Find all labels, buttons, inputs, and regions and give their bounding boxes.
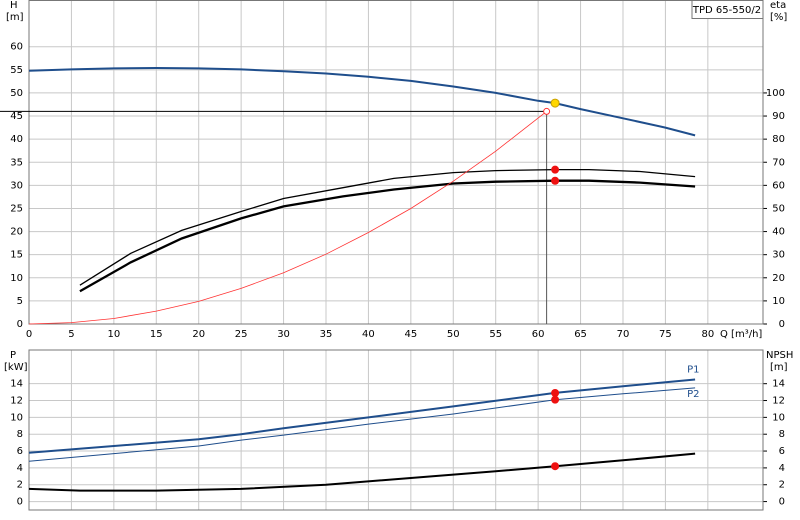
x-tick-label: 30: [277, 329, 290, 340]
y2-tick-label: 6: [779, 446, 785, 457]
y2-tick-label: 4: [779, 463, 785, 474]
y2-tick-label: 0: [779, 497, 785, 508]
x-tick-label: 20: [192, 329, 205, 340]
marker: [551, 388, 560, 397]
y-tick-label: 25: [10, 203, 23, 214]
y-axis-unit: [kW]: [4, 362, 28, 373]
curve: [28, 66, 696, 137]
y-axis-label: P: [10, 350, 16, 361]
series-label: P2: [687, 389, 699, 400]
y2-tick-label: 70: [772, 157, 785, 168]
x-tick-label: 65: [574, 329, 587, 340]
y-tick-label: 20: [10, 227, 23, 238]
y2-tick-label: 80: [772, 134, 785, 145]
x-tick-label: 15: [150, 329, 163, 340]
y2-tick-label: 14: [772, 379, 785, 390]
y-tick-label: 55: [10, 65, 23, 76]
marker: [551, 462, 560, 471]
y2-tick-label: 100: [766, 88, 785, 99]
y-tick-label: 50: [10, 88, 23, 99]
x-tick-label: 70: [617, 329, 630, 340]
x-tick-label: 50: [447, 329, 460, 340]
y-tick-label: 5: [17, 296, 23, 307]
y-tick-label: 10: [10, 273, 23, 284]
y2-axis-label: NPSH: [766, 350, 793, 361]
y-tick-label: 2: [17, 480, 23, 491]
curve: [28, 452, 696, 492]
y2-tick-label: 0: [779, 319, 785, 330]
curve: [28, 387, 696, 462]
y2-tick-label: 2: [779, 480, 785, 491]
y-tick-label: 30: [10, 180, 23, 191]
x-tick-label: 0: [26, 329, 32, 340]
curve: [28, 378, 696, 454]
marker: [551, 165, 560, 174]
x-tick-label: 35: [320, 329, 333, 340]
marker: [551, 176, 560, 185]
x-tick-label: 80: [701, 329, 714, 340]
curve: [28, 111, 547, 325]
chart-title: TPD 65-550/2: [692, 5, 761, 16]
x-tick-label: 75: [659, 329, 672, 340]
y2-tick-label: 60: [772, 180, 785, 191]
y2-axis-label: eta: [770, 0, 786, 11]
y-tick-label: 35: [10, 157, 23, 168]
x-tick-label: 40: [362, 329, 375, 340]
x-tick-label: 5: [68, 329, 74, 340]
y-tick-label: 14: [10, 379, 23, 390]
x-tick-label: 25: [235, 329, 248, 340]
marker: [550, 98, 560, 108]
y2-tick-label: 90: [772, 111, 785, 122]
y2-tick-label: 8: [779, 429, 785, 440]
y2-tick-label: 50: [772, 203, 785, 214]
x-tick-label: 10: [107, 329, 120, 340]
y-tick-label: 15: [10, 250, 23, 261]
y2-tick-label: 10: [772, 296, 785, 307]
x-tick-label: 60: [532, 329, 545, 340]
y-axis-label: H: [10, 0, 18, 11]
marker: [543, 107, 551, 115]
y-tick-label: 60: [10, 42, 23, 53]
plot-frame: [28, 0, 764, 325]
y-axis-unit: [m]: [6, 12, 24, 23]
y2-tick-label: 30: [772, 250, 785, 261]
y-tick-label: 0: [17, 497, 23, 508]
title-box: [691, 0, 764, 19]
y-tick-label: 45: [10, 111, 23, 122]
x-axis-label: Q [m³/h]: [720, 329, 762, 340]
y-tick-label: 10: [10, 412, 23, 423]
y2-tick-label: 20: [772, 273, 785, 284]
marker: [551, 395, 560, 404]
y-tick-label: 0: [17, 319, 23, 330]
y2-tick-label: 40: [772, 227, 785, 238]
y-tick-label: 8: [17, 429, 23, 440]
y-tick-label: 4: [17, 463, 23, 474]
y-tick-label: 40: [10, 134, 23, 145]
series-label: P1: [687, 364, 699, 375]
plot-frame: [28, 349, 764, 511]
y2-axis-unit: [%]: [770, 12, 787, 23]
y-tick-label: 6: [17, 446, 23, 457]
y2-tick-label: 10: [772, 412, 785, 423]
curve: [79, 179, 696, 293]
x-tick-label: 55: [489, 329, 502, 340]
y2-tick-label: 12: [772, 396, 785, 407]
curve: [79, 168, 696, 286]
x-tick-label: 45: [404, 329, 417, 340]
y2-axis-unit: [m]: [770, 362, 788, 373]
y-tick-label: 12: [10, 396, 23, 407]
